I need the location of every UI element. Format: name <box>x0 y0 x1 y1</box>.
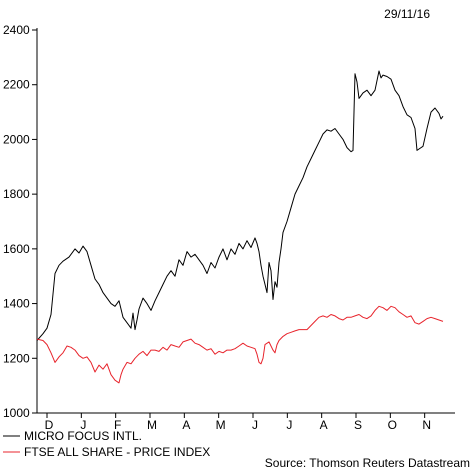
legend: MICRO FOCUS INTL. FTSE ALL SHARE - PRICE … <box>3 429 210 459</box>
x-tick-label: N <box>422 418 431 432</box>
chart-date: 29/11/16 <box>384 7 430 21</box>
x-tick-label: O <box>388 418 397 432</box>
series-line-micro-focus <box>36 70 444 341</box>
y-tick-label: 1600 <box>3 242 30 256</box>
y-tick-label: 1400 <box>3 297 30 311</box>
x-tick-label: A <box>320 418 328 432</box>
y-tick-label: 2400 <box>3 23 30 37</box>
x-tick-label: M <box>147 418 157 432</box>
x-tick-label: D <box>45 418 54 432</box>
legend-label: MICRO FOCUS INTL. <box>24 429 142 443</box>
x-tick-label: F <box>114 418 121 432</box>
y-tick-label: 1200 <box>3 351 30 365</box>
x-tick-label: S <box>354 418 362 432</box>
y-tick-label: 2200 <box>3 78 30 92</box>
series-lines <box>36 70 444 384</box>
series-line-ftse-all-share <box>36 305 444 384</box>
x-tick-label: J <box>80 418 86 432</box>
y-tick-label: 1000 <box>3 406 30 420</box>
y-axis-ticks: 1000 1200 1400 1600 1800 2000 2200 2400 <box>3 23 37 420</box>
x-tick-label: M <box>216 418 226 432</box>
chart-source: Source: Thomson Reuters Datastream <box>265 456 470 470</box>
legend-label: FTSE ALL SHARE - PRICE INDEX <box>24 445 210 459</box>
x-tick-label: J <box>286 418 292 432</box>
y-tick-label: 2000 <box>3 132 30 146</box>
y-tick-label: 1800 <box>3 187 30 201</box>
x-tick-label: A <box>182 418 190 432</box>
axes <box>36 28 455 414</box>
x-tick-label: J <box>252 418 258 432</box>
